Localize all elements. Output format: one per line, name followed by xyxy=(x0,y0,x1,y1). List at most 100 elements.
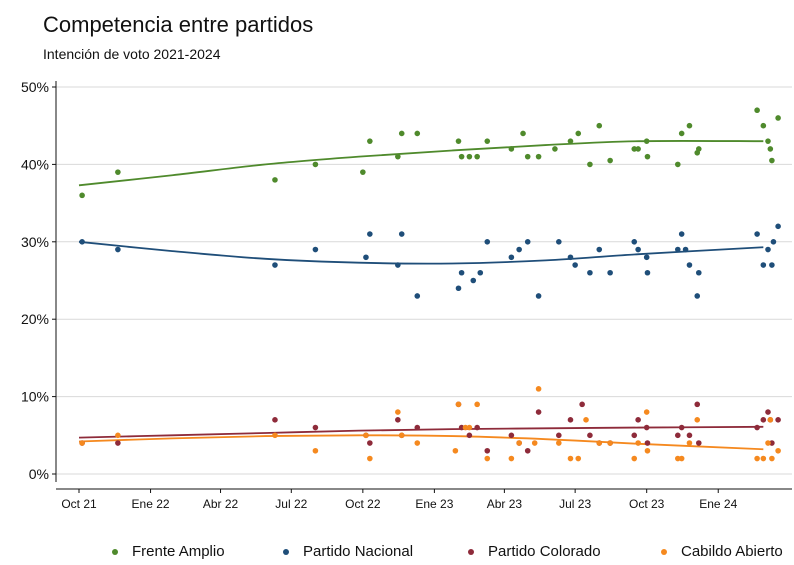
point-partido-colorado xyxy=(458,424,465,431)
point-frente-amplio xyxy=(596,122,603,129)
point-cabildo-abierto xyxy=(583,417,589,423)
point-partido-nacional xyxy=(643,254,650,261)
point-cabildo-abierto xyxy=(686,440,693,446)
point-cabildo-abierto xyxy=(484,455,491,462)
point-frente-amplio xyxy=(631,146,638,152)
point-partido-colorado xyxy=(686,432,693,439)
point-cabildo-abierto xyxy=(312,447,319,454)
point-cabildo-abierto xyxy=(367,455,373,462)
point-cabildo-abierto xyxy=(363,432,369,439)
point-partido-nacional xyxy=(760,262,767,268)
trend-line-partido-colorado xyxy=(78,425,764,439)
chart-subtitle: Intención de voto 2021-2024 xyxy=(43,46,221,62)
point-partido-nacional xyxy=(524,239,531,245)
y-tick-label: 20% xyxy=(21,311,49,327)
point-frente-amplio xyxy=(484,138,491,144)
legend-item: Partido Nacional xyxy=(283,543,413,560)
point-partido-nacional xyxy=(686,262,693,268)
point-partido-nacional xyxy=(754,231,760,237)
data-points xyxy=(79,107,781,462)
point-cabildo-abierto xyxy=(760,455,767,462)
x-tick-label: Oct 21 xyxy=(61,497,97,511)
point-frente-amplio xyxy=(508,146,515,152)
legend-label: Partido Nacional xyxy=(303,543,414,560)
x-tick-label: Oct 23 xyxy=(629,497,665,511)
point-frente-amplio xyxy=(312,161,319,168)
x-tick-label: Jul 23 xyxy=(559,497,591,511)
point-partido-nacional xyxy=(607,269,613,276)
point-cabildo-abierto xyxy=(754,455,760,462)
point-frente-amplio xyxy=(575,130,582,137)
point-partido-nacional xyxy=(79,239,85,245)
y-tick-label: 10% xyxy=(21,389,49,405)
legend-item: Partido Colorado xyxy=(468,543,601,560)
point-frente-amplio xyxy=(272,177,278,183)
point-partido-nacional xyxy=(398,231,405,237)
point-partido-nacional xyxy=(775,223,781,230)
legend-item: Cabildo Abierto xyxy=(661,543,783,560)
point-partido-nacional xyxy=(458,269,465,276)
point-cabildo-abierto xyxy=(635,440,641,446)
point-frente-amplio xyxy=(414,130,421,137)
point-cabildo-abierto xyxy=(531,440,538,446)
point-frente-amplio xyxy=(769,157,775,164)
point-partido-colorado xyxy=(466,432,473,439)
point-partido-nacional xyxy=(631,239,638,245)
point-partido-colorado xyxy=(643,424,650,431)
point-frente-amplio xyxy=(754,107,760,114)
point-partido-nacional xyxy=(484,239,491,245)
point-cabildo-abierto xyxy=(556,440,562,446)
point-partido-nacional xyxy=(272,262,278,268)
point-partido-colorado xyxy=(395,417,401,423)
point-partido-colorado xyxy=(484,447,491,454)
y-tick-label: 50% xyxy=(21,79,49,95)
y-tick-label: 40% xyxy=(21,156,49,172)
point-cabildo-abierto xyxy=(272,432,278,439)
point-frente-amplio xyxy=(643,138,650,144)
x-tick-label: Abr 23 xyxy=(487,497,523,511)
point-partido-nacional xyxy=(695,269,702,276)
point-frente-amplio xyxy=(520,130,526,137)
x-tick-label: Ene 24 xyxy=(699,497,737,511)
point-cabildo-abierto xyxy=(516,440,522,446)
point-partido-nacional xyxy=(455,285,462,292)
point-partido-colorado xyxy=(678,424,685,431)
point-partido-nacional xyxy=(770,239,777,245)
point-cabildo-abierto xyxy=(452,447,459,454)
point-frente-amplio xyxy=(360,169,366,175)
point-partido-nacional xyxy=(363,254,369,261)
x-tick-label: Ene 22 xyxy=(132,497,170,511)
point-cabildo-abierto xyxy=(596,440,603,446)
scatter-chart: 0% 10% 20% 30% 40% 50% Oct 21 Ene 22 Abr 22 Jul … xyxy=(21,79,792,511)
point-frente-amplio xyxy=(474,153,480,160)
point-frente-amplio xyxy=(466,153,473,160)
x-tick-label: Jul 22 xyxy=(275,497,307,511)
x-axis: Oct 21 Ene 22 Abr 22 Jul 22 Oct 22 Ene 23 Abr … xyxy=(56,488,792,511)
point-partido-colorado xyxy=(367,440,373,446)
point-cabildo-abierto xyxy=(678,455,685,462)
point-partido-nacional xyxy=(567,254,574,261)
point-cabildo-abierto xyxy=(644,447,651,454)
point-frente-amplio xyxy=(775,115,781,121)
legend-item: Frente Amplio xyxy=(112,543,225,560)
point-frente-amplio xyxy=(695,146,702,152)
trend-lines xyxy=(78,139,764,451)
point-frente-amplio xyxy=(455,138,462,144)
point-partido-nacional xyxy=(477,269,484,276)
grid-lines xyxy=(56,86,792,475)
chart-title: Competencia entre partidos xyxy=(43,12,314,37)
point-frente-amplio xyxy=(115,169,121,175)
point-partido-nacional xyxy=(508,254,515,261)
trend-line-partido-nacional xyxy=(78,240,764,265)
point-partido-nacional xyxy=(694,293,701,299)
y-tick-label: 0% xyxy=(29,466,49,482)
point-frente-amplio xyxy=(567,138,574,144)
point-partido-colorado xyxy=(674,432,681,439)
point-partido-colorado xyxy=(414,424,421,431)
point-partido-colorado xyxy=(579,401,585,408)
point-cabildo-abierto xyxy=(607,440,613,446)
point-partido-nacional xyxy=(635,246,641,253)
point-cabildo-abierto xyxy=(474,401,480,408)
point-partido-colorado xyxy=(765,409,771,415)
point-partido-nacional xyxy=(395,262,401,268)
